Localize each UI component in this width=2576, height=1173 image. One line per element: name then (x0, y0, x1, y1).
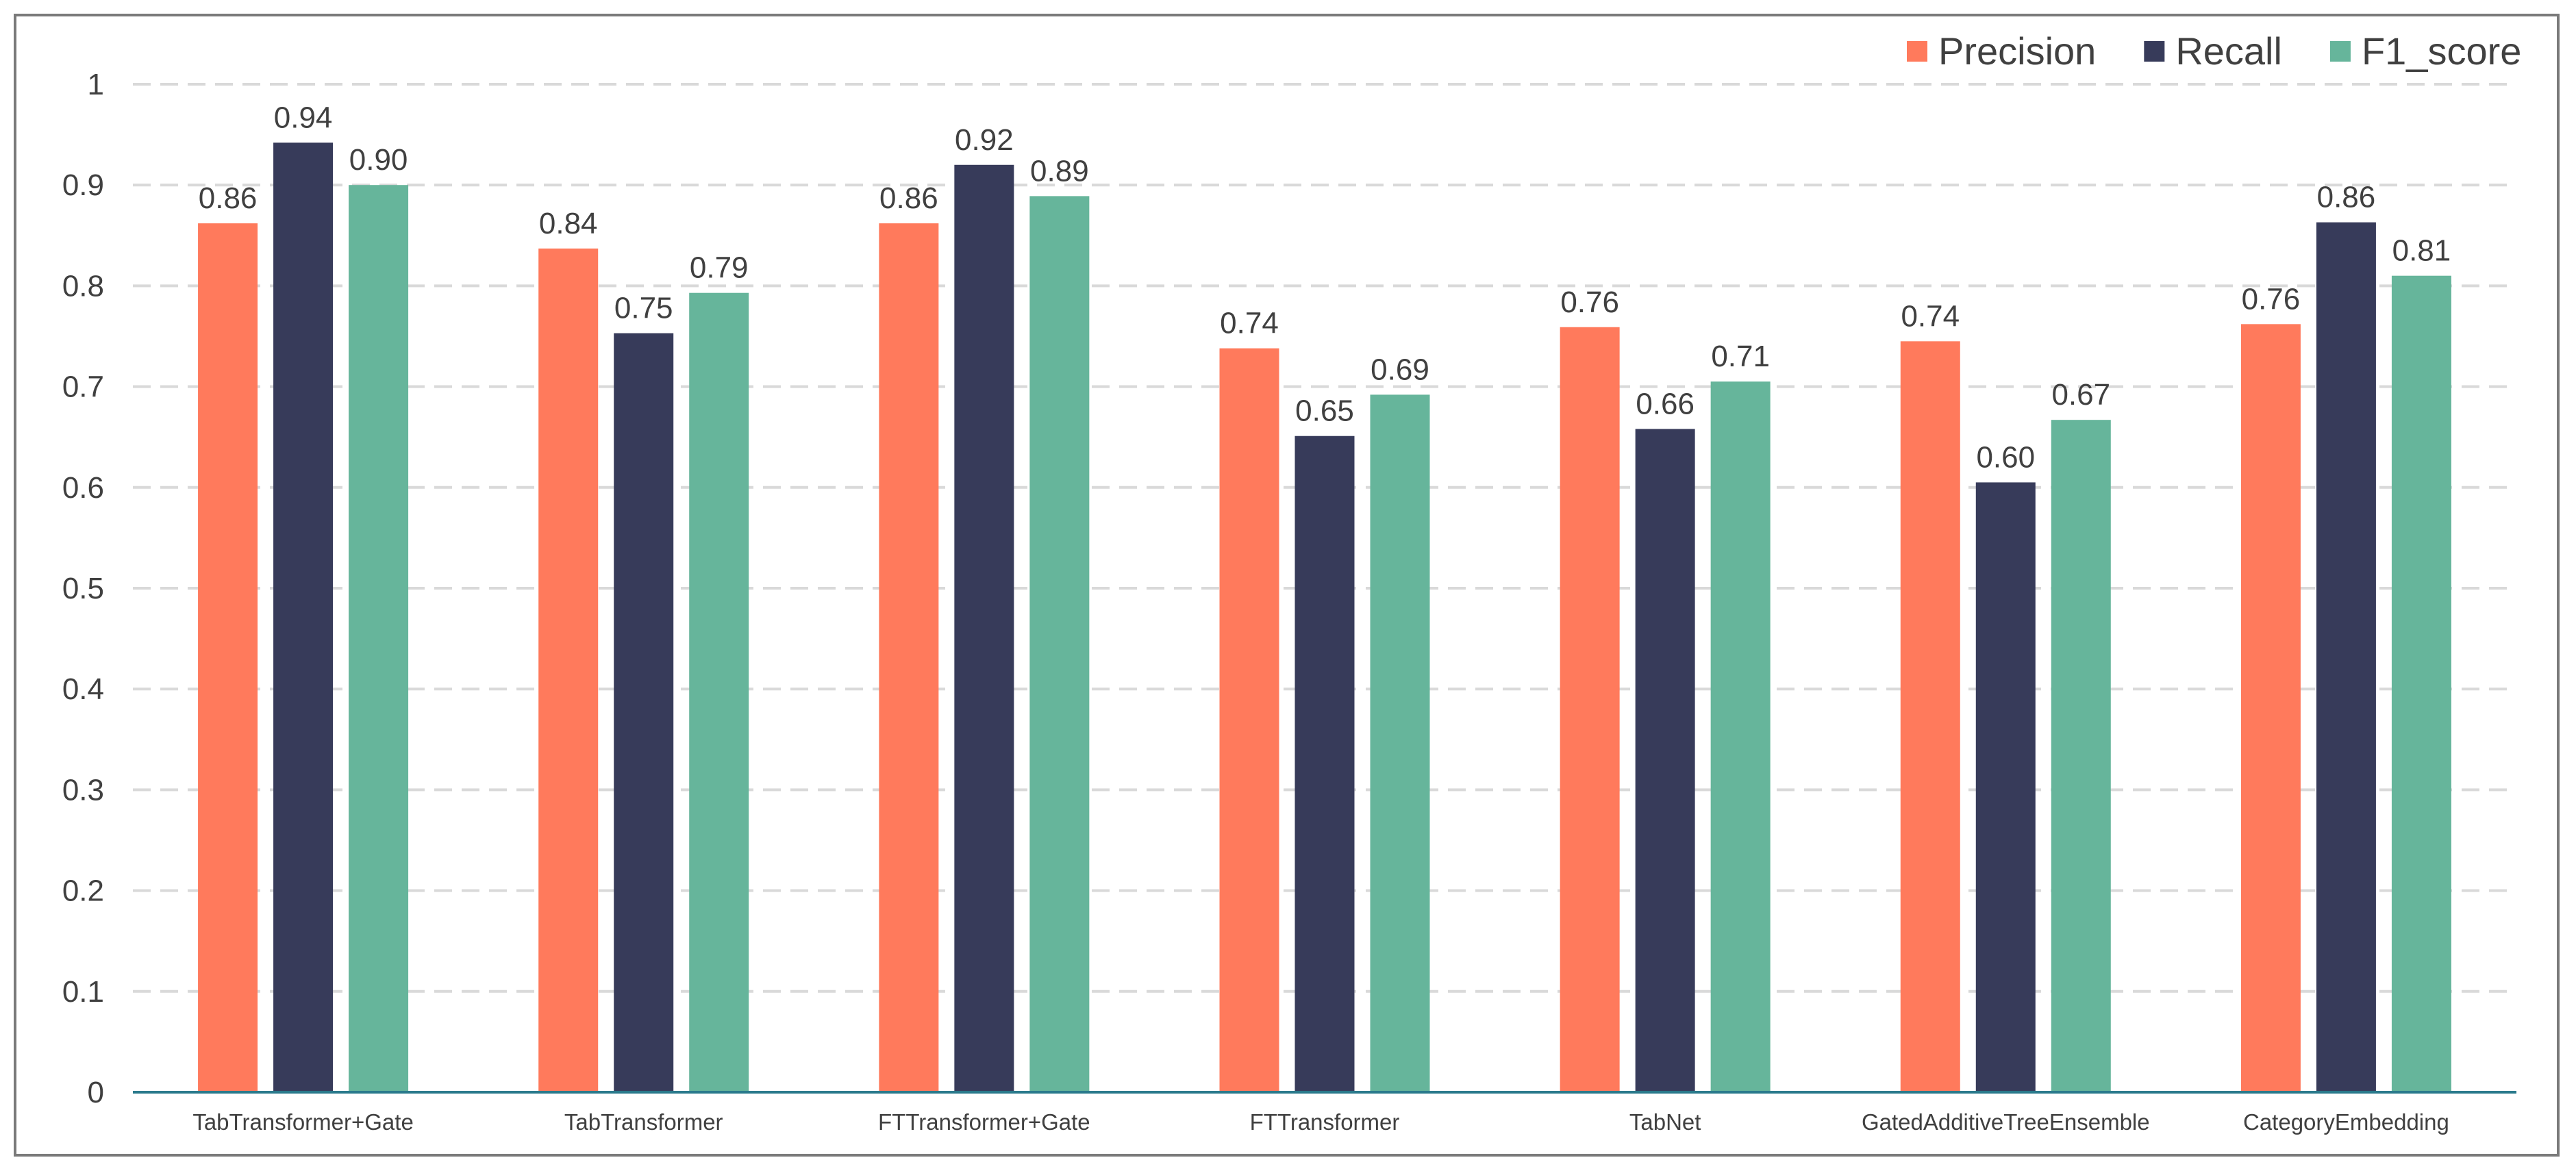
data-label: 0.60 (1976, 440, 2035, 474)
data-label: 0.74 (1901, 299, 1960, 333)
bar-f1-score (2391, 275, 2451, 1093)
bar-f1-score (689, 292, 749, 1093)
y-tick-label: 0.7 (62, 370, 104, 404)
data-label: 0.86 (2317, 181, 2376, 214)
bar-recall (614, 333, 674, 1093)
data-label: 0.86 (879, 181, 938, 215)
data-label: 0.71 (1711, 340, 1770, 373)
bar-f1-score (2051, 420, 2111, 1092)
y-axis: 0 0.1 0.2 0.3 0.4 0.5 0.6 0.7 0.8 0.9 1 (62, 68, 104, 1109)
bar-chart: 0.860.940.900.840.750.790.860.920.890.74… (62, 29, 2522, 1135)
bar-recall (2316, 222, 2376, 1092)
x-axis: TabTransformer+Gate TabTransformer FTTrans… (133, 1091, 2516, 1135)
legend-item: Precision (1907, 29, 2096, 73)
y-tick-label: 0.2 (62, 874, 104, 908)
data-label: 0.86 (199, 181, 258, 215)
data-label: 0.76 (1560, 286, 1619, 319)
legend-item: Recall (2144, 29, 2282, 73)
y-tick-label: 0.3 (62, 773, 104, 807)
bar-precision (1560, 327, 1620, 1093)
legend-swatch (1907, 41, 1927, 62)
bar-precision (538, 248, 599, 1092)
bar-recall (273, 142, 334, 1093)
bar-f1-score (349, 185, 409, 1093)
data-label: 0.66 (1636, 387, 1695, 420)
legend-label: Precision (1938, 29, 2096, 73)
y-tick-label: 0.1 (62, 975, 104, 1009)
y-tick-label: 0.6 (62, 471, 104, 505)
data-label: 0.90 (349, 143, 408, 177)
legend: Precision Recall F1_score (1907, 29, 2521, 73)
bar-precision (1219, 348, 1279, 1092)
legend-label: Recall (2175, 29, 2282, 73)
y-tick-label: 1 (88, 68, 104, 101)
bar-f1-score (1029, 196, 1090, 1093)
bar-recall (1635, 429, 1695, 1092)
y-tick-label: 0 (88, 1076, 104, 1109)
x-category-label: FTTransformer+Gate (878, 1109, 1090, 1135)
bar-f1-score (1710, 381, 1771, 1092)
legend-swatch (2329, 41, 2351, 62)
bar-precision (1900, 341, 1960, 1092)
data-label: 0.92 (955, 123, 1014, 157)
data-label: 0.81 (2392, 234, 2451, 268)
y-tick-label: 0.4 (62, 672, 104, 706)
data-labels: 0.86 0.94 0.90 0.84 0.75 0.79 0.86 0.92 0.89 0.74… (199, 101, 2451, 474)
y-tick-label: 0.9 (62, 168, 104, 202)
bar-precision (879, 223, 939, 1092)
data-label: 0.79 (690, 251, 749, 285)
x-category-label: TabTransformer (564, 1109, 723, 1135)
data-label: 0.89 (1030, 154, 1089, 188)
data-label: 0.75 (614, 292, 673, 325)
x-category-label: TabTransformer+Gate (192, 1109, 414, 1135)
y-tick-label: 0.5 (62, 572, 104, 605)
data-label: 0.74 (1220, 307, 1279, 340)
data-label: 0.67 (2051, 378, 2110, 412)
legend-label: F1_score (2362, 29, 2521, 73)
legend-item: F1_score (2329, 29, 2521, 73)
bar-precision (198, 223, 258, 1092)
data-label: 0.65 (1295, 394, 1354, 428)
data-label: 0.76 (2242, 282, 2301, 316)
chart-frame: 0.86 0.94 0.90 0.84 0.75 0.79 0.86 0.92 0.89 0.74… (14, 14, 2560, 1157)
legend-swatch (2144, 41, 2165, 62)
data-label: 0.94 (274, 101, 333, 134)
bars (198, 142, 2451, 1093)
bar-precision (2240, 324, 2301, 1093)
x-category-label: CategoryEmbedding (2243, 1109, 2449, 1135)
y-tick-label: 0.8 (62, 269, 104, 303)
bar-f1-score (1370, 394, 1430, 1092)
data-label: 0.69 (1371, 353, 1429, 386)
x-category-label: FTTransformer (1250, 1109, 1400, 1135)
x-category-label: GatedAdditiveTreeEnsemble (1862, 1109, 2150, 1135)
bar-recall (954, 164, 1014, 1092)
bar-recall (1295, 436, 1355, 1092)
x-category-label: TabNet (1629, 1109, 1701, 1135)
bar-recall (1975, 482, 2036, 1092)
data-label: 0.84 (539, 207, 598, 240)
